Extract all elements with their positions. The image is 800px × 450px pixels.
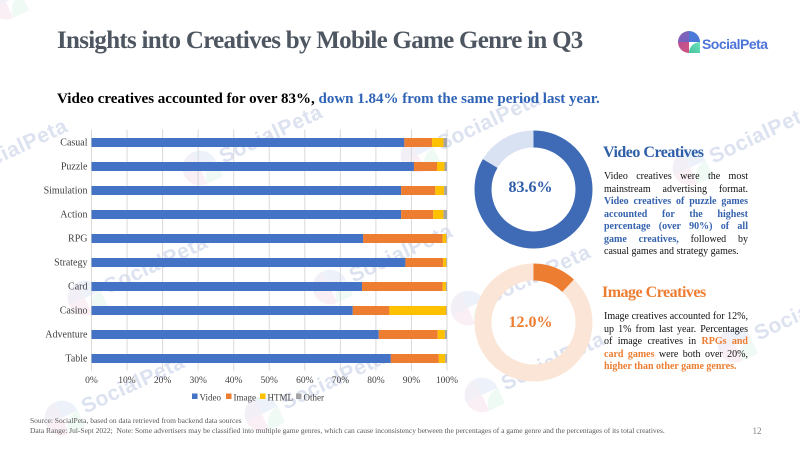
svg-text:100%: 100%: [436, 376, 458, 386]
svg-text:80%: 80%: [367, 376, 385, 386]
svg-text:Casual: Casual: [60, 138, 87, 149]
svg-text:Adventure: Adventure: [45, 330, 88, 341]
svg-text:0%: 0%: [85, 376, 98, 386]
svg-text:Puzzle: Puzzle: [61, 162, 88, 173]
svg-text:Action: Action: [60, 210, 87, 221]
svg-text:HTML: HTML: [268, 392, 294, 402]
svg-text:Table: Table: [65, 354, 88, 365]
svg-text:70%: 70%: [332, 376, 350, 386]
svg-text:Strategy: Strategy: [54, 258, 87, 269]
svg-text:Video: Video: [200, 392, 222, 402]
svg-text:20%: 20%: [154, 376, 172, 386]
svg-text:30%: 30%: [189, 376, 207, 386]
svg-text:Image: Image: [234, 392, 257, 402]
svg-text:RPG: RPG: [68, 234, 87, 245]
svg-text:50%: 50%: [260, 376, 278, 386]
svg-text:10%: 10%: [118, 376, 136, 386]
svg-text:Card: Card: [68, 282, 87, 293]
svg-text:60%: 60%: [296, 376, 314, 386]
svg-text:Simulation: Simulation: [44, 186, 88, 197]
svg-text:SocialPeta: SocialPeta: [702, 36, 768, 52]
svg-text:Other: Other: [304, 392, 325, 402]
svg-text:40%: 40%: [225, 376, 243, 386]
svg-text:90%: 90%: [403, 376, 421, 386]
svg-text:Casino: Casino: [60, 306, 88, 317]
